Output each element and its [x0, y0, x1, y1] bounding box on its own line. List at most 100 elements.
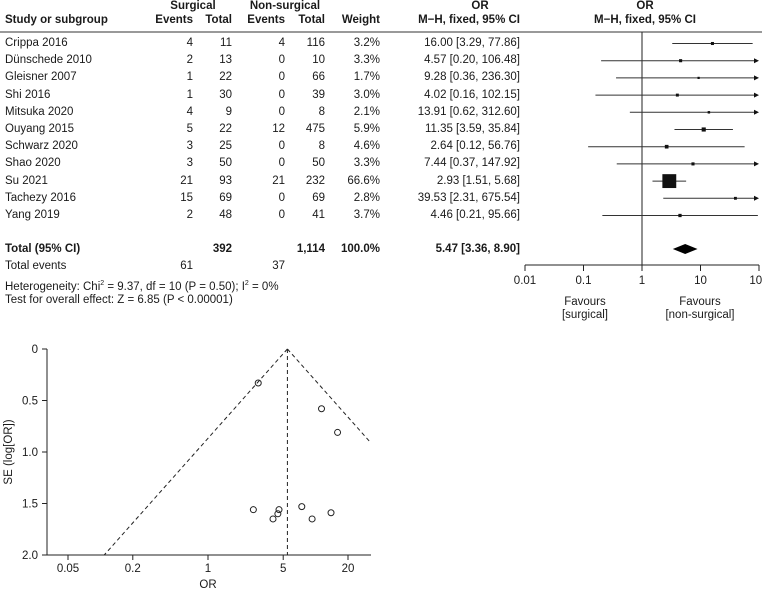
- non-surgical-total: 69: [312, 191, 325, 204]
- study-point: [679, 59, 683, 63]
- header-surgical: Surgical: [170, 0, 216, 12]
- surgical-total: 48: [219, 209, 232, 221]
- study-point: [664, 144, 669, 149]
- total-events-non-surgical: 37: [272, 260, 285, 272]
- or-ci: 4.02 [0.16, 102.15]: [424, 88, 520, 101]
- study-point: [697, 76, 700, 80]
- study-point: [701, 127, 706, 132]
- study-name: Ouyang 2015: [5, 123, 75, 135]
- surgical-events: 1: [186, 71, 193, 84]
- header-or-method: M−H, fixed, 95% CI: [418, 14, 520, 26]
- study-point: [662, 174, 677, 189]
- surgical-events: 1: [186, 88, 193, 101]
- funnel-point: [327, 509, 335, 517]
- weight: 3.3%: [353, 157, 380, 170]
- surgical-total: 13: [219, 54, 232, 67]
- forest-tick-label: 1: [639, 275, 645, 287]
- favours-right-2: [non-surgical]: [665, 309, 735, 321]
- study-name: Tachezy 2016: [5, 191, 76, 204]
- non-surgical-events: 0: [278, 71, 285, 84]
- study-point: [733, 196, 737, 200]
- or-ci: 4.57 [0.20, 106.48]: [424, 54, 520, 67]
- non-surgical-events: 0: [278, 191, 285, 204]
- surgical-total: 93: [219, 174, 232, 187]
- surgical-events: 15: [180, 191, 193, 204]
- surgical-events: 4: [186, 37, 193, 49]
- funnel-right-limit: [287, 348, 371, 443]
- het-mid: = 9.37, df = 10 (P = 0.50); I: [104, 280, 245, 293]
- study-name: Schwarz 2020: [5, 140, 78, 153]
- non-surgical-events: 21: [272, 174, 285, 187]
- study-point: [675, 93, 679, 97]
- header-study: Study or subgroup: [5, 14, 108, 26]
- surgical-events: 5: [186, 123, 193, 135]
- non-surgical-events: 0: [278, 209, 285, 221]
- study-point: [707, 111, 711, 114]
- study-name: Crippa 2016: [5, 37, 68, 49]
- total-events-surgical: 61: [180, 260, 193, 272]
- or-ci: 4.46 [0.21, 95.66]: [430, 209, 520, 221]
- funnel-y-tick-label: 0: [32, 344, 38, 356]
- weight: 3.0%: [353, 88, 380, 101]
- surgical-events: 2: [186, 54, 193, 67]
- funnel-point: [274, 510, 282, 518]
- non-surgical-events: 0: [278, 140, 285, 153]
- ci-arrow: [754, 161, 759, 167]
- surgical-total: 11: [220, 37, 232, 49]
- header-surgical-total: Total: [205, 14, 232, 26]
- surgical-total: 69: [219, 191, 232, 204]
- non-surgical-total: 41: [312, 209, 325, 221]
- weight: 3.7%: [353, 209, 380, 221]
- surgical-events: 3: [186, 157, 193, 170]
- non-surgical-total: 66: [312, 71, 325, 84]
- funnel-y-tick-label: 1.0: [22, 447, 38, 459]
- ci-arrow: [754, 195, 759, 201]
- header-non-surgical-total: Total: [298, 14, 325, 26]
- weight: 3.2%: [353, 37, 380, 49]
- total-non-surgical: 1,114: [296, 243, 325, 255]
- study-point: [710, 41, 714, 46]
- study-name: Mitsuka 2020: [5, 105, 74, 118]
- study-name: Dünschede 2010: [5, 54, 92, 67]
- header-surgical-events: Events: [155, 14, 193, 26]
- header-weight: Weight: [341, 14, 380, 26]
- non-surgical-total: 8: [318, 105, 325, 118]
- funnel-x-tick-label: 5: [280, 563, 286, 575]
- header-non-surgical-events: Events: [247, 14, 285, 26]
- or-ci: 13.91 [0.62, 312.60]: [417, 105, 520, 118]
- funnel-x-tick-label: 1: [205, 563, 211, 575]
- funnel-x-tick-label: 0.05: [57, 563, 79, 575]
- header-plot-or: OR: [636, 0, 654, 12]
- or-ci: 7.44 [0.37, 147.92]: [424, 157, 520, 170]
- or-ci: 9.28 [0.36, 236.30]: [424, 71, 520, 84]
- study-name: Gleisner 2007: [5, 71, 77, 84]
- surgical-total: 25: [219, 140, 232, 153]
- forest-tick-label: 0.1: [576, 275, 592, 287]
- non-surgical-total: 232: [305, 174, 325, 187]
- funnel-x-label: OR: [199, 579, 216, 591]
- ci-arrow: [754, 92, 759, 98]
- forest-tick-label: 0.01: [514, 275, 536, 287]
- funnel-x-tick-label: 20: [342, 563, 355, 575]
- non-surgical-total: 50: [312, 157, 325, 170]
- non-surgical-total: 116: [306, 37, 325, 49]
- total-ci: 5.47 [3.36, 8.90]: [435, 243, 520, 255]
- heterogeneity-text: Heterogeneity: Chi2 = 9.37, df = 10 (P =…: [5, 277, 279, 294]
- non-surgical-events: 4: [278, 37, 285, 49]
- non-surgical-total: 475: [305, 123, 325, 135]
- non-surgical-events: 0: [278, 157, 285, 170]
- surgical-total: 50: [219, 157, 232, 170]
- header-plot-method: M−H, fixed, 95% CI: [594, 14, 696, 26]
- or-ci: 39.53 [2.31, 675.54]: [417, 191, 520, 204]
- het-prefix: Heterogeneity: Chi: [5, 280, 101, 293]
- weight: 66.6%: [347, 174, 380, 187]
- header-or: OR: [471, 0, 489, 12]
- study-point: [691, 162, 695, 166]
- funnel-x-tick-label: 0.2: [125, 563, 141, 575]
- total-events-label: Total events: [5, 260, 67, 272]
- surgical-total: 9: [225, 105, 232, 118]
- total-weight: 100.0%: [340, 243, 380, 255]
- non-surgical-events: 12: [272, 123, 285, 135]
- favours-left-2: [surgical]: [561, 309, 609, 321]
